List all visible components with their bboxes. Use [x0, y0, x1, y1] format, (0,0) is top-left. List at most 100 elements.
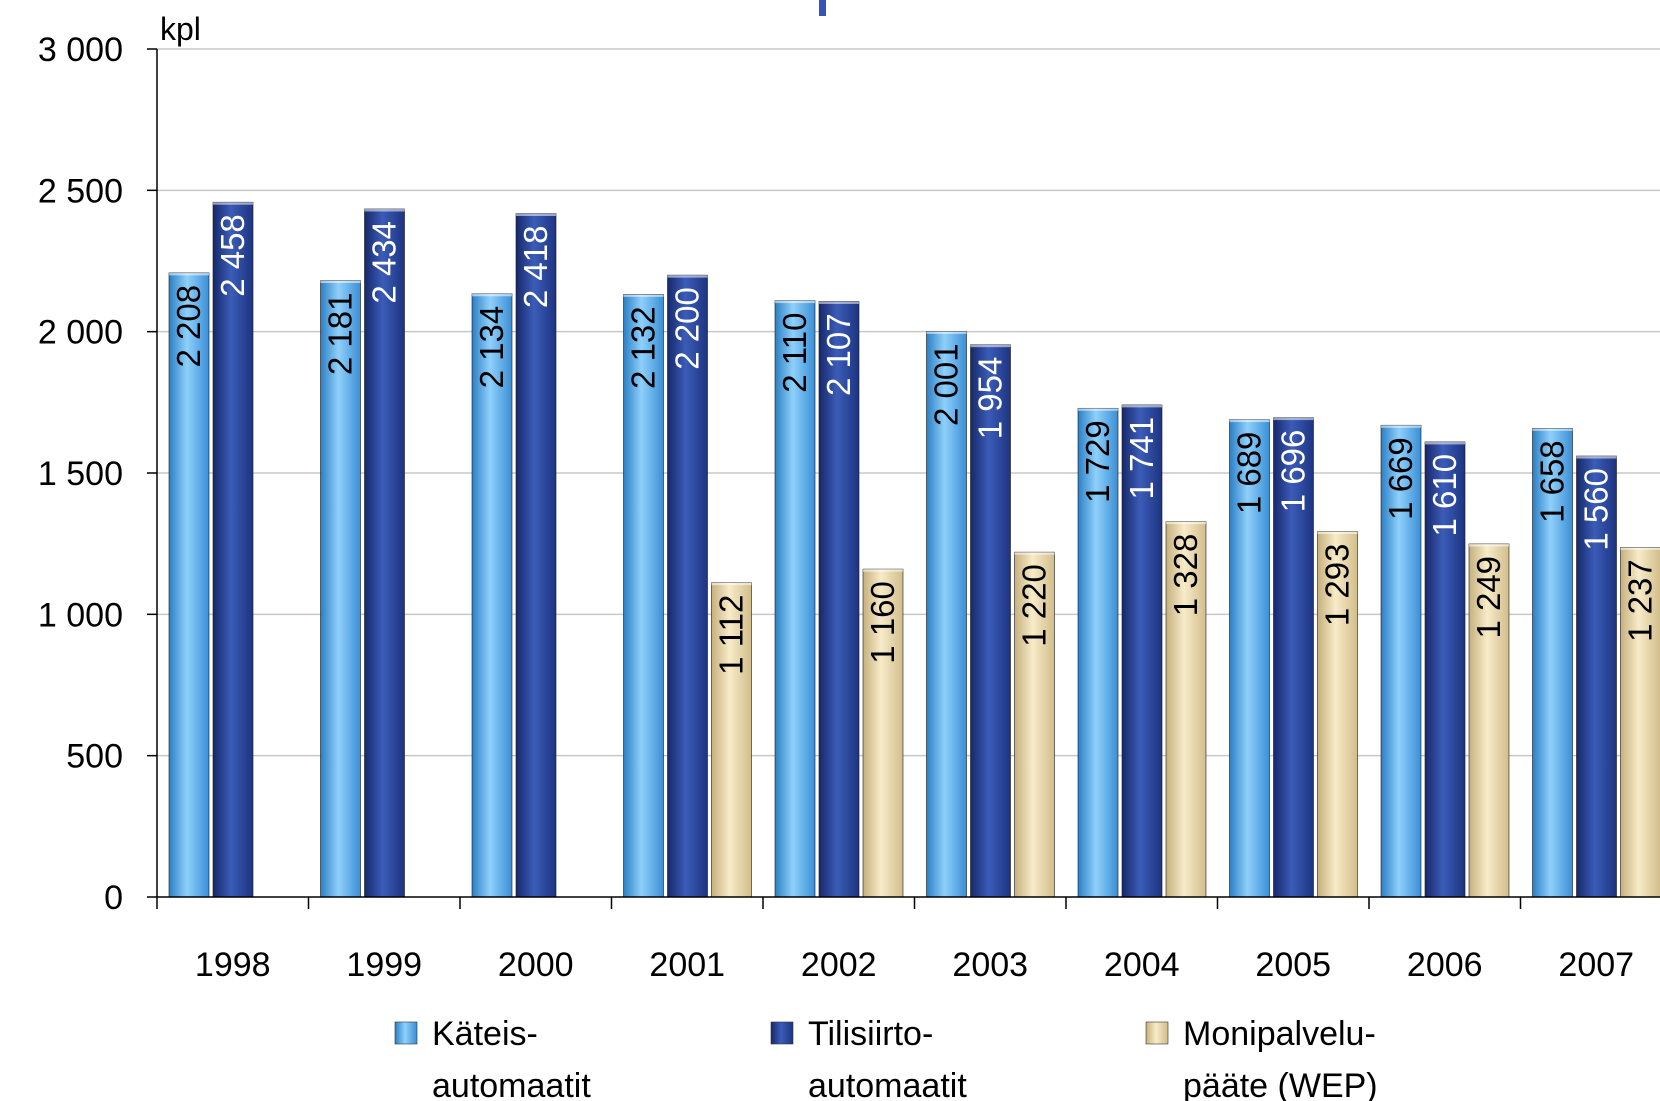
bar [970, 344, 1011, 898]
data-label: 2 134 [473, 306, 510, 389]
bar [1121, 404, 1163, 898]
bar-highlight [1229, 419, 1270, 423]
bar [818, 301, 860, 898]
data-label: 1 249 [1470, 556, 1507, 639]
y-tick-label: 500 [66, 738, 123, 776]
data-label: 1 293 [1319, 544, 1356, 627]
bar-highlight [1576, 456, 1617, 459]
bar-highlight [213, 202, 253, 205]
bar-highlight [472, 293, 512, 297]
x-tick-label: 2004 [1104, 946, 1180, 984]
bar-highlight [1122, 404, 1162, 408]
bar-highlight [1425, 441, 1465, 445]
bar-highlight [169, 272, 209, 276]
data-label: 1 160 [864, 581, 901, 664]
x-tick-label: 2002 [801, 946, 877, 984]
bar-highlight [926, 331, 967, 334]
bar [774, 300, 816, 898]
bar-highlight [1166, 521, 1206, 525]
data-label: 1 112 [713, 595, 750, 675]
bar [515, 213, 557, 898]
legend-label: Tilisiirto- [808, 1015, 933, 1053]
legend-label: automaatit [808, 1067, 967, 1101]
bar [1424, 441, 1466, 898]
bar [212, 201, 254, 898]
x-tick-label: 2005 [1255, 946, 1331, 984]
data-label: 1 741 [1123, 417, 1160, 500]
bar-highlight [863, 569, 903, 572]
bar-highlight [775, 300, 815, 304]
legend-label: Käteis- [432, 1015, 538, 1053]
x-tick-label: 1999 [346, 946, 422, 984]
y-tick-label: 1 500 [38, 455, 123, 493]
x-tick-label: 1998 [195, 946, 271, 984]
bar [1317, 531, 1358, 898]
data-label: 2 132 [625, 306, 662, 389]
bar-highlight [1381, 425, 1421, 428]
bar-highlight [819, 301, 859, 304]
x-tick-label: 2001 [649, 946, 725, 984]
data-label: 1 658 [1534, 440, 1571, 523]
bar-highlight [1014, 552, 1055, 555]
data-label: 2 001 [928, 343, 965, 426]
bar-highlight [1273, 417, 1314, 421]
x-tick-label: 2000 [498, 946, 574, 984]
bar [1165, 521, 1207, 898]
bar-highlight [1620, 547, 1660, 550]
legend: Käteis-automaatit Tilisiirto-automaatit Mo… [394, 1015, 1378, 1101]
bar-highlight [320, 280, 361, 284]
title-fragment-mark [819, 0, 826, 16]
data-label: 1 669 [1382, 437, 1419, 520]
data-label: 1 328 [1167, 534, 1204, 617]
bar [364, 208, 405, 898]
bar [1014, 551, 1055, 898]
bar [1620, 547, 1660, 898]
bars [168, 201, 1660, 898]
bar [320, 280, 361, 898]
data-label: 1 729 [1079, 420, 1116, 503]
x-tick-label: 2003 [952, 946, 1028, 984]
data-label: 2 434 [366, 221, 403, 304]
y-tick-label: 1 000 [38, 596, 123, 634]
data-label: 2 200 [669, 287, 706, 370]
y-tick-label: 2 000 [38, 314, 123, 352]
data-label: 2 181 [322, 293, 359, 376]
bar-highlight [1317, 531, 1358, 535]
y-axis-ticks: 0 500 1 000 1 500 2 000 2 500 3 000 [38, 31, 157, 917]
y-tick-label: 0 [104, 879, 123, 917]
data-label: 2 208 [170, 285, 207, 368]
y-tick-label: 2 500 [38, 172, 123, 210]
bar-highlight [1532, 428, 1573, 431]
legend-swatch [394, 1021, 418, 1045]
legend-swatch [1145, 1021, 1169, 1045]
bar [1380, 424, 1422, 898]
data-label: 1 237 [1622, 559, 1659, 642]
data-label: 2 110 [776, 313, 813, 393]
y-axis-unit-label: kpl [160, 11, 201, 47]
bar-highlight [364, 208, 405, 212]
bar-highlight [623, 294, 664, 297]
x-tick-label: 2006 [1407, 946, 1483, 984]
bar-highlight [711, 582, 752, 586]
x-tick-label: 2007 [1558, 946, 1634, 984]
data-label: 1 689 [1231, 432, 1268, 515]
bar [711, 582, 752, 898]
bar [471, 293, 513, 898]
bar-highlight [1469, 543, 1509, 547]
bar-highlight [516, 213, 556, 217]
bar [168, 272, 210, 898]
legend-label: automaatit [432, 1067, 591, 1101]
data-label: 1 560 [1578, 468, 1615, 551]
data-label: 1 954 [972, 357, 1009, 440]
bar-highlight [1078, 408, 1118, 411]
bar [1532, 428, 1573, 898]
legend-label: pääte (WEP) [1183, 1067, 1378, 1101]
legend-label: Monipalvelu- [1183, 1015, 1376, 1053]
legend-swatch [770, 1021, 794, 1045]
x-axis: 1998 1999 2000 2001 2002 2003 2004 2005 2006 2007 [156, 49, 1660, 984]
bar [1576, 455, 1617, 898]
data-label: 2 458 [214, 214, 251, 297]
bar [1468, 543, 1510, 898]
bar [1077, 407, 1119, 898]
